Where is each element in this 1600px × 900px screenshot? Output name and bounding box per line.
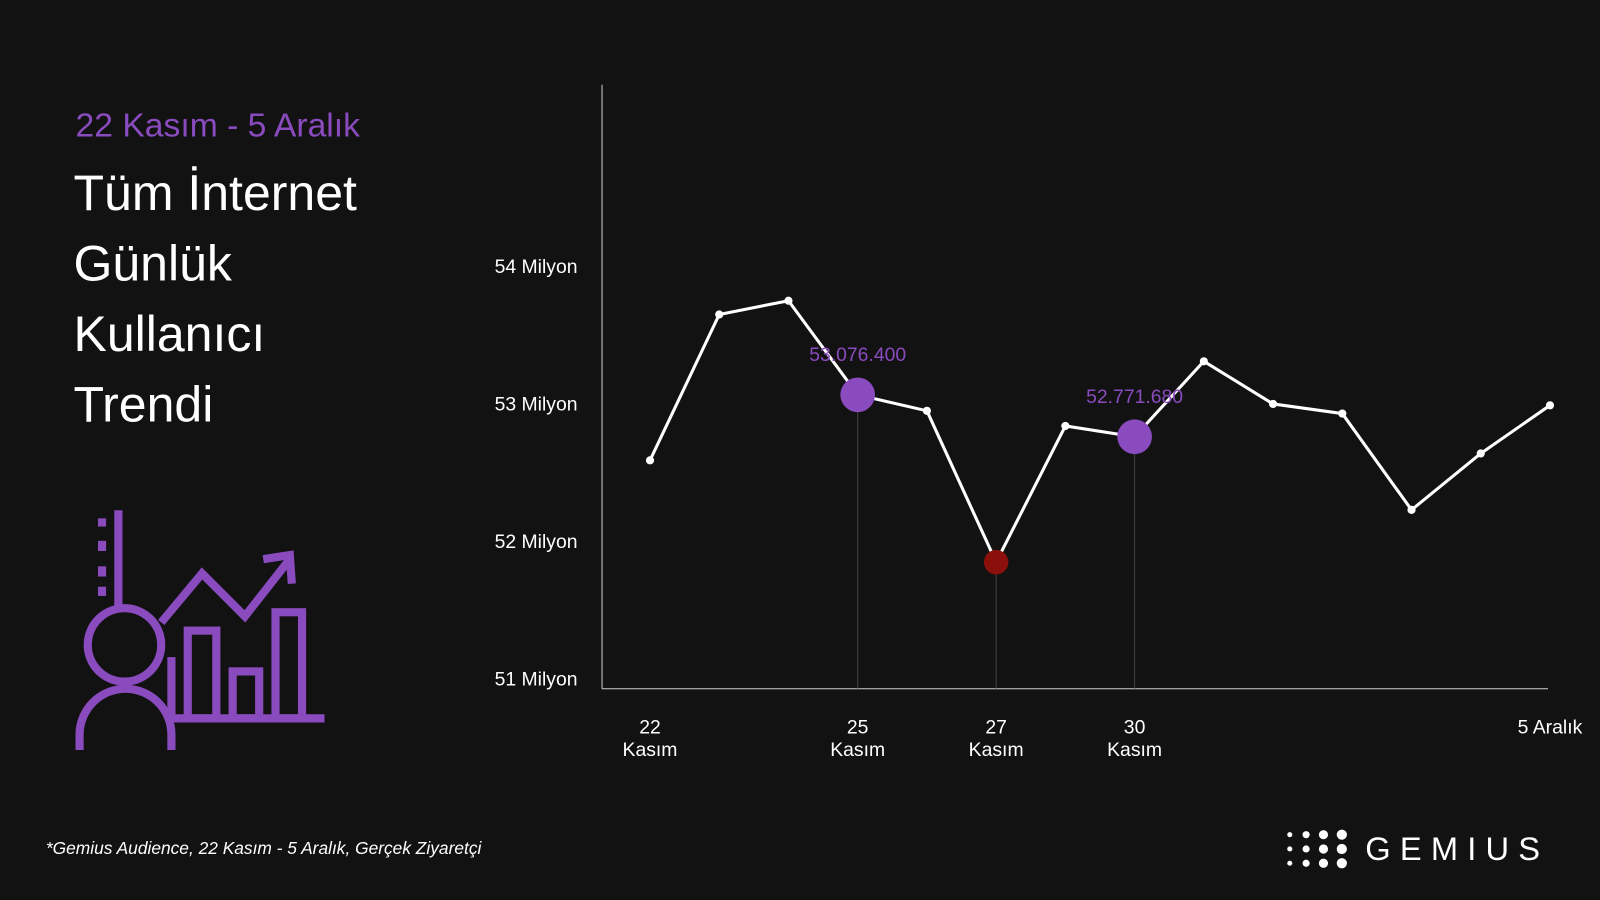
logo: GEMIUS <box>1365 830 1550 868</box>
x-tick-label: 5 Aralık <box>1517 717 1583 739</box>
point <box>922 406 931 415</box>
point <box>645 456 655 465</box>
y-tick-label: 51 Milyon <box>495 669 578 691</box>
line <box>648 299 1551 564</box>
point <box>1407 505 1416 514</box>
chart-title: Tüm İnternet Günlük Kullanıcı Trendi <box>73 166 357 433</box>
y-tick-label: 54 Milyon <box>495 256 578 278</box>
point <box>1268 399 1278 409</box>
logo-dots <box>1287 829 1347 869</box>
point <box>784 296 793 305</box>
x-tick-label: 27 Kasım <box>968 717 1024 762</box>
point <box>1338 409 1347 418</box>
point <box>1117 419 1152 455</box>
point <box>1061 421 1070 431</box>
footnote: *Gemius Audience, 22 Kasım - 5 Aralık, G… <box>45 838 482 859</box>
y-tick-label: 52 Milyon <box>495 531 578 553</box>
point <box>983 549 1009 575</box>
point <box>1199 357 1208 366</box>
icon <box>75 510 325 750</box>
x-tick-label: 22 Kasım <box>622 717 678 762</box>
x-tick-label: 30 Kasım <box>1107 717 1163 762</box>
subtitle: 22 Kasım - 5 Aralık <box>75 106 360 144</box>
point <box>715 310 724 319</box>
value-label: 52.771.680 <box>1086 386 1183 408</box>
x-tick-label: 25 Kasım <box>830 717 886 762</box>
point <box>1545 401 1555 410</box>
value-label: 53.076.400 <box>809 344 906 366</box>
point <box>1476 449 1485 458</box>
point <box>840 377 876 413</box>
y-tick-label: 53 Milyon <box>495 393 578 415</box>
